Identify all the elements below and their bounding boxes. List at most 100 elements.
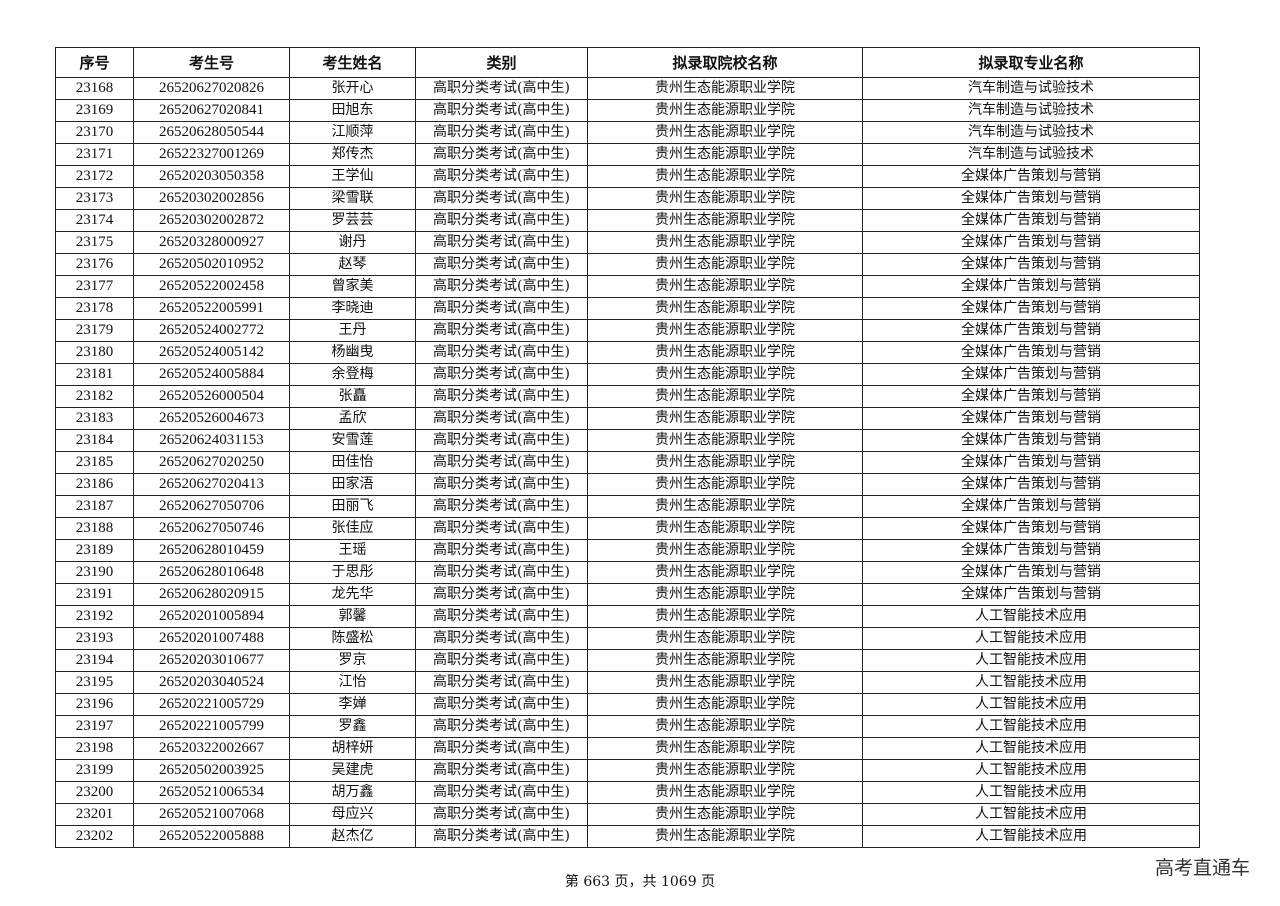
cell-major: 人工智能技术应用	[862, 781, 1200, 804]
cell-exam-id: 26520524005142	[133, 341, 290, 364]
cell-seq: 23183	[55, 407, 134, 430]
cell-seq: 23193	[55, 627, 134, 650]
cell-school: 贵州生态能源职业学院	[587, 715, 863, 738]
cell-seq: 23187	[55, 495, 134, 518]
cell-category: 高职分类考试(高中生)	[415, 737, 588, 760]
cell-major: 全媒体广告策划与营销	[862, 231, 1200, 254]
cell-name: 江怡	[289, 671, 416, 694]
cell-major: 全媒体广告策划与营销	[862, 209, 1200, 232]
cell-name: 赵杰亿	[289, 825, 416, 848]
cell-major: 人工智能技术应用	[862, 759, 1200, 782]
cell-name: 李婵	[289, 693, 416, 716]
table-row: 23179 26520524002772 王丹 高职分类考试(高中生) 贵州生态能源职业…	[55, 319, 1200, 342]
cell-seq: 23197	[55, 715, 134, 738]
cell-name: 张开心	[289, 77, 416, 100]
cell-major: 人工智能技术应用	[862, 825, 1200, 848]
watermark-text: 高考直通车	[1154, 857, 1250, 879]
table-row: 23201 26520521007068 母应兴 高职分类考试(高中生) 贵州生态能源职…	[55, 803, 1200, 826]
cell-name: 陈盛松	[289, 627, 416, 650]
cell-category: 高职分类考试(高中生)	[415, 759, 588, 782]
table-row: 23174 26520302002872 罗芸芸 高职分类考试(高中生) 贵州生态能源职…	[55, 209, 1200, 232]
table-row: 23183 26520526004673 孟欣 高职分类考试(高中生) 贵州生态能源职业…	[55, 407, 1200, 430]
header-exam-id: 考生号	[133, 47, 290, 78]
cell-school: 贵州生态能源职业学院	[587, 297, 863, 320]
cell-major: 汽车制造与试验技术	[862, 77, 1200, 100]
cell-name: 李晓迪	[289, 297, 416, 320]
cell-category: 高职分类考试(高中生)	[415, 539, 588, 562]
table-row: 23171 26522327001269 郑传杰 高职分类考试(高中生) 贵州生态能源职…	[55, 143, 1200, 166]
cell-name: 母应兴	[289, 803, 416, 826]
cell-major: 汽车制造与试验技术	[862, 143, 1200, 166]
cell-seq: 23189	[55, 539, 134, 562]
cell-exam-id: 26520201005894	[133, 605, 290, 628]
page-number: 第 663 页，共 1069 页	[564, 874, 716, 890]
cell-seq: 23186	[55, 473, 134, 496]
cell-category: 高职分类考试(高中生)	[415, 473, 588, 496]
admission-table: 序号 考生号 考生姓名 类别 拟录取院校名称 拟录取专业名称 23168 2652…	[55, 47, 1200, 848]
cell-school: 贵州生态能源职业学院	[587, 341, 863, 364]
cell-school: 贵州生态能源职业学院	[587, 429, 863, 452]
cell-exam-id: 26520322002667	[133, 737, 290, 760]
table-row: 23187 26520627050706 田丽飞 高职分类考试(高中生) 贵州生态能源职…	[55, 495, 1200, 518]
cell-seq: 23188	[55, 517, 134, 540]
cell-school: 贵州生态能源职业学院	[587, 693, 863, 716]
cell-seq: 23184	[55, 429, 134, 452]
table-row: 23175 26520328000927 谢丹 高职分类考试(高中生) 贵州生态能源职业…	[55, 231, 1200, 254]
cell-major: 全媒体广告策划与营销	[862, 495, 1200, 518]
cell-school: 贵州生态能源职业学院	[587, 209, 863, 232]
cell-school: 贵州生态能源职业学院	[587, 165, 863, 188]
cell-category: 高职分类考试(高中生)	[415, 319, 588, 342]
table-row: 23178 26520522005991 李晓迪 高职分类考试(高中生) 贵州生态能源职…	[55, 297, 1200, 320]
cell-school: 贵州生态能源职业学院	[587, 407, 863, 430]
cell-category: 高职分类考试(高中生)	[415, 297, 588, 320]
cell-exam-id: 26520522005991	[133, 297, 290, 320]
cell-school: 贵州生态能源职业学院	[587, 187, 863, 210]
cell-seq: 23196	[55, 693, 134, 716]
cell-school: 贵州生态能源职业学院	[587, 803, 863, 826]
cell-school: 贵州生态能源职业学院	[587, 319, 863, 342]
cell-seq: 23200	[55, 781, 134, 804]
cell-school: 贵州生态能源职业学院	[587, 671, 863, 694]
cell-seq: 23174	[55, 209, 134, 232]
cell-exam-id: 26520627050706	[133, 495, 290, 518]
table-row: 23168 26520627020826 张开心 高职分类考试(高中生) 贵州生态能源职…	[55, 77, 1200, 100]
cell-category: 高职分类考试(高中生)	[415, 803, 588, 826]
cell-category: 高职分类考试(高中生)	[415, 209, 588, 232]
cell-category: 高职分类考试(高中生)	[415, 231, 588, 254]
table-row: 23169 26520627020841 田旭东 高职分类考试(高中生) 贵州生态能源职…	[55, 99, 1200, 122]
cell-major: 人工智能技术应用	[862, 627, 1200, 650]
cell-exam-id: 26520627020413	[133, 473, 290, 496]
cell-major: 全媒体广告策划与营销	[862, 341, 1200, 364]
header-school: 拟录取院校名称	[587, 47, 863, 78]
table-row: 23192 26520201005894 郭馨 高职分类考试(高中生) 贵州生态能源职业…	[55, 605, 1200, 628]
cell-seq: 23181	[55, 363, 134, 386]
cell-school: 贵州生态能源职业学院	[587, 77, 863, 100]
cell-name: 杨幽曳	[289, 341, 416, 364]
cell-school: 贵州生态能源职业学院	[587, 363, 863, 386]
cell-seq: 23177	[55, 275, 134, 298]
cell-name: 田旭东	[289, 99, 416, 122]
cell-school: 贵州生态能源职业学院	[587, 759, 863, 782]
table-row: 23170 26520628050544 江顺萍 高职分类考试(高中生) 贵州生态能源职…	[55, 121, 1200, 144]
cell-seq: 23201	[55, 803, 134, 826]
cell-school: 贵州生态能源职业学院	[587, 561, 863, 584]
cell-name: 胡梓妍	[289, 737, 416, 760]
cell-category: 高职分类考试(高中生)	[415, 121, 588, 144]
cell-name: 王学仙	[289, 165, 416, 188]
table-row: 23195 26520203040524 江怡 高职分类考试(高中生) 贵州生态能源职业…	[55, 671, 1200, 694]
table-row: 23191 26520628020915 龙先华 高职分类考试(高中生) 贵州生态能源职…	[55, 583, 1200, 606]
cell-seq: 23176	[55, 253, 134, 276]
cell-exam-id: 26520522005888	[133, 825, 290, 848]
cell-exam-id: 26520521006534	[133, 781, 290, 804]
cell-category: 高职分类考试(高中生)	[415, 495, 588, 518]
cell-exam-id: 26520628010648	[133, 561, 290, 584]
cell-seq: 23171	[55, 143, 134, 166]
cell-exam-id: 26520201007488	[133, 627, 290, 650]
cell-exam-id: 26522327001269	[133, 143, 290, 166]
cell-school: 贵州生态能源职业学院	[587, 275, 863, 298]
cell-major: 人工智能技术应用	[862, 737, 1200, 760]
cell-name: 安雪莲	[289, 429, 416, 452]
cell-school: 贵州生态能源职业学院	[587, 143, 863, 166]
table-row: 23202 26520522005888 赵杰亿 高职分类考试(高中生) 贵州生态能源职…	[55, 825, 1200, 848]
cell-major: 全媒体广告策划与营销	[862, 363, 1200, 386]
